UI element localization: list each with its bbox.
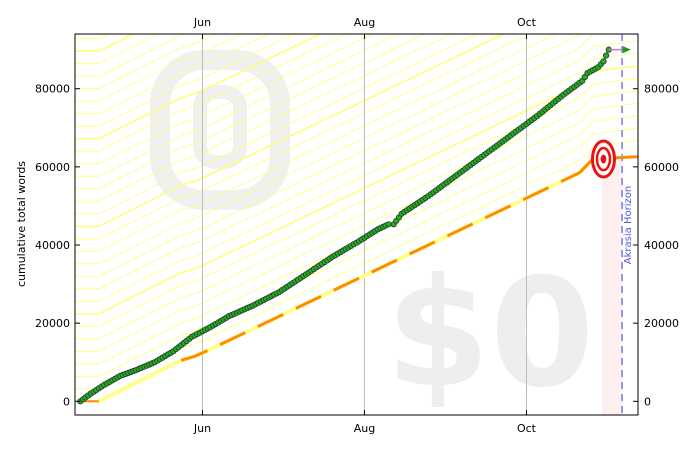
guidelines: [75, 34, 638, 390]
y-tick-label-left: 20000: [35, 317, 70, 330]
guideline-9: [75, 40, 638, 290]
x-tick-label-top: Oct: [517, 16, 537, 29]
axes: Jun Jun Aug Aug Oct Oct 0 0 20000 20000 40000 40000…: [35, 16, 679, 435]
guideline-21: [75, 34, 323, 140]
watermark-icon-inner: [193, 85, 247, 169]
guideline-23: [75, 34, 270, 115]
x-tick-label-bottom: Aug: [354, 422, 375, 435]
guideline-4: [75, 102, 638, 352]
y-tick-label-right: 0: [644, 395, 651, 408]
guideline-10: [75, 34, 596, 277]
x-tick-label-bottom: Oct: [517, 422, 537, 435]
y-tick-label-right: 40000: [644, 239, 679, 252]
x-tick-label-top: Jun: [193, 16, 211, 29]
plot-frame: [74, 33, 639, 416]
y-tick-label-left: 0: [63, 395, 70, 408]
guideline-24: [75, 34, 244, 102]
x-tick-label-bottom: Jun: [193, 422, 211, 435]
guideline-2: [75, 127, 638, 377]
guideline-11: [75, 34, 582, 265]
datapoint: [602, 52, 610, 59]
bullseye-center: [600, 154, 607, 164]
y-tick-label-left: 40000: [35, 239, 70, 252]
guideline-25: [75, 34, 217, 90]
guideline-18: [75, 34, 400, 177]
y-tick-label-right: 80000: [644, 83, 679, 96]
y-tick-label-left: 60000: [35, 161, 70, 174]
horizon-shade: [602, 160, 623, 415]
x-tick-label-top: Aug: [354, 16, 375, 29]
guideline-12: [75, 34, 557, 252]
guideline-27: [75, 34, 160, 65]
datapoints: [77, 46, 612, 405]
watermark-icon-outer: [150, 50, 290, 210]
guideline-20: [75, 34, 348, 152]
bullseye-target: [590, 139, 616, 179]
y-tick-label-right: 60000: [644, 161, 679, 174]
guideline-3: [75, 115, 638, 365]
datapoint: [600, 58, 607, 65]
guideline-19: [75, 34, 374, 165]
bright-red-line: [180, 171, 581, 362]
guideline-17: [75, 34, 426, 190]
watermarks: $0: [150, 50, 595, 421]
guideline-26: [75, 34, 187, 77]
guideline-8: [75, 52, 638, 302]
guideline-28: [75, 34, 136, 52]
y-tick-label-right: 20000: [644, 317, 679, 330]
horizon-label: Akrasia Horizon: [623, 186, 634, 264]
y-axis-label: cumulative total words: [15, 161, 28, 287]
akrasia-horizon: Akrasia Horizon: [602, 34, 634, 415]
future-arrow: [608, 46, 631, 54]
y-tick-label-left: 80000: [35, 83, 70, 96]
arrow-head: [622, 46, 631, 54]
guideline-15: [75, 34, 479, 215]
guideline-5: [75, 90, 638, 340]
guideline-14: [75, 34, 506, 228]
datapoint: [385, 221, 392, 228]
guideline-13: [75, 34, 531, 240]
guideline-22: [75, 34, 296, 127]
guideline-6: [75, 77, 638, 327]
watermark-safe-days: $0: [386, 247, 595, 421]
guideline-16: [75, 34, 453, 202]
